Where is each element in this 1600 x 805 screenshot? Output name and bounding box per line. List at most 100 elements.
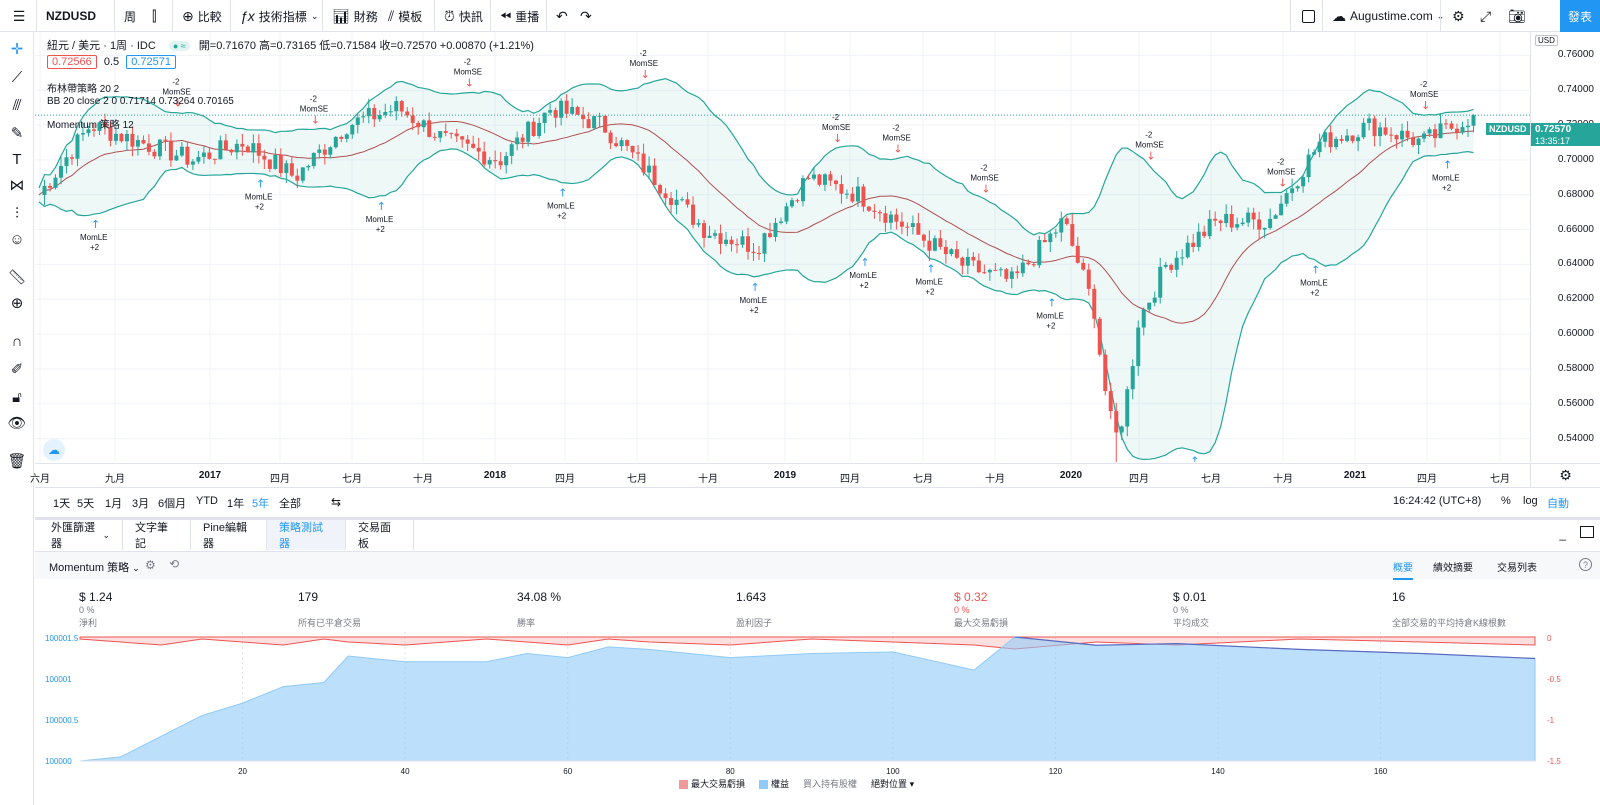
price-chart-canvas[interactable]: ↑MomLE+2-2MomSE↓↑MomLE+2-2MomSE↓↑MomLE+2…: [35, 32, 1530, 462]
legend-equity[interactable]: 權益: [759, 777, 789, 790]
financials-button[interactable]: 📊︎ 財務: [332, 7, 378, 24]
main-chart[interactable]: ↑ MomLE +2 -2 MomSE ↓ ↑ MomLE +2 -2 MomSE ↓ ↑ MomLE +2…: [30, 32, 1600, 487]
candle-body: [1158, 266, 1163, 298]
candle-body: [954, 249, 959, 258]
ask-price[interactable]: 0.72571: [126, 55, 176, 69]
legend-buy-hold[interactable]: 買入持有股權: [803, 779, 858, 789]
candle-body: [1224, 213, 1229, 224]
fullscreen-layout-icon[interactable]: [1296, 0, 1321, 32]
prediction-tool-icon[interactable]: ⫶: [15, 204, 19, 222]
candle-body: [680, 199, 685, 201]
long-entry-arrow: ↑: [926, 263, 935, 276]
pattern-tool-icon[interactable]: ⋈: [9, 177, 25, 194]
layout-name-button[interactable]: ☁︎Augustime.com⌄: [1326, 0, 1450, 32]
publish-button[interactable]: 發表: [1560, 0, 1600, 32]
indicators-button[interactable]: ƒx 技術指標 ⌄: [240, 8, 319, 24]
rewind-icon: ⏪︎: [500, 7, 512, 24]
range-1[interactable]: 5天: [77, 498, 95, 510]
stay-drawing-icon[interactable]: ✐: [10, 361, 24, 378]
strategy-select[interactable]: Momentum 策略 ⌄: [49, 562, 140, 574]
zoom-in-icon[interactable]: ⊕: [10, 295, 24, 312]
legend-drawdown[interactable]: 最大交易虧損: [679, 777, 745, 790]
help-icon[interactable]: ?: [1579, 558, 1592, 571]
range-0[interactable]: 1天: [53, 498, 71, 510]
price-axis[interactable]: USD 0.760000.740000.720000.700000.680000…: [1486, 32, 1600, 462]
chart-settings-gear-icon[interactable]: ⚙︎: [1530, 463, 1600, 487]
alerts-button[interactable]: ⏰︎ 快訊: [444, 7, 483, 24]
interval-button[interactable]: 周: [124, 9, 137, 24]
candle-body: [866, 206, 871, 211]
text-tool-icon[interactable]: T: [12, 150, 22, 168]
clock[interactable]: 16:24:42 (UTC+8): [1393, 495, 1482, 507]
strategy-view-tab-0[interactable]: 概要: [1393, 559, 1413, 580]
candle-body: [113, 133, 118, 141]
bb-strategy-label[interactable]: 布林帶策略 20 2: [47, 84, 120, 95]
range-5[interactable]: YTD: [196, 495, 218, 507]
bottom-tab-2[interactable]: Pine編輯器: [191, 520, 267, 550]
short-entry-qty: -2: [464, 58, 472, 67]
range-2[interactable]: 1月: [105, 498, 123, 510]
strategy-view-tab-1[interactable]: 績效摘要: [1433, 563, 1473, 574]
time-axis[interactable]: 六月 九月 2017 四月 七月 十月 2018 四月 七月 十月 2019 四月 七月 十月 2020 四月…: [30, 463, 1530, 487]
range-4[interactable]: 6個月: [158, 498, 187, 510]
strategy-view-tab-2[interactable]: 交易列表: [1497, 563, 1537, 574]
momentum-strategy-label[interactable]: Momentum 策略 12: [47, 120, 134, 131]
menu-icon[interactable]: ☰: [12, 7, 26, 24]
price-tick-label: 0.76000: [1557, 49, 1594, 61]
candle-body: [1031, 264, 1036, 266]
magnet-icon[interactable]: ∩: [11, 332, 23, 350]
strategy-source-icon[interactable]: ⟲: [169, 557, 180, 571]
abs-position-select[interactable]: 絕對位置 ▾: [871, 779, 915, 789]
candle-body: [586, 119, 591, 129]
range-3[interactable]: 3月: [132, 498, 150, 510]
candle-body: [619, 140, 624, 147]
range-8[interactable]: 全部: [279, 498, 301, 510]
ruler-icon[interactable]: 📏︎: [7, 269, 27, 286]
crosshair-icon[interactable]: ✛: [10, 41, 24, 58]
log-toggle[interactable]: log: [1523, 495, 1538, 507]
templates-button[interactable]: ⫽ 模板: [388, 7, 423, 24]
trend-line-icon[interactable]: ⟋: [11, 68, 23, 86]
symbol-search[interactable]: NZDUSD: [46, 9, 96, 23]
candle-body: [108, 126, 113, 141]
bb-values[interactable]: BB 20 close 2 0 0.71714 0.73264 0.70165: [47, 96, 234, 107]
smiley-icon[interactable]: ☺: [9, 230, 25, 248]
undo-icon[interactable]: ↶: [556, 7, 568, 24]
bid-price[interactable]: 0.72566: [47, 55, 97, 69]
maximize-panel-icon[interactable]: [1580, 526, 1594, 538]
replay-button[interactable]: ⏪︎ 重播: [500, 7, 540, 24]
bottom-tab-4[interactable]: 交易面板: [346, 520, 414, 550]
fullscreen-icon[interactable]: ⤢: [1480, 7, 1492, 24]
settings-gear-icon[interactable]: ⚙︎: [1452, 7, 1465, 24]
redo-icon[interactable]: ↷: [580, 7, 592, 24]
lock-icon[interactable]: 🔓︎: [12, 388, 22, 406]
strategy-settings-icon[interactable]: ⚙︎: [145, 558, 156, 572]
bottom-tab-1[interactable]: 文字筆記: [123, 520, 191, 550]
fib-tool-icon[interactable]: ⫻: [12, 96, 22, 114]
range-7[interactable]: 5年: [252, 498, 270, 510]
fx-icon: ƒx: [240, 8, 255, 24]
short-entry-label: MomSE: [1410, 90, 1438, 99]
percent-toggle[interactable]: %: [1501, 495, 1511, 507]
equity-chart[interactable]: [35, 632, 1600, 772]
bottom-tab-3[interactable]: 策略測試器: [267, 520, 346, 550]
candle-body: [916, 223, 921, 235]
candle-body: [767, 233, 772, 237]
equity-axis-label: 100001.5: [45, 634, 79, 643]
alarm-clock-icon: ⏰︎: [444, 7, 455, 24]
goto-date-icon[interactable]: ⇆: [331, 495, 342, 509]
minimize-panel-icon[interactable]: _: [1559, 527, 1566, 541]
brush-icon[interactable]: ✎: [10, 125, 24, 142]
eye-icon[interactable]: 👁︎: [7, 415, 27, 432]
compare-button[interactable]: ⊕ 比較: [182, 7, 222, 24]
auto-scale-toggle[interactable]: 自動: [1547, 498, 1569, 510]
candle-body: [256, 143, 261, 156]
tradingview-logo-icon[interactable]: ☁︎: [43, 439, 65, 461]
camera-icon[interactable]: 📷︎: [1508, 7, 1526, 24]
currency-label[interactable]: USD: [1535, 35, 1558, 46]
trash-icon[interactable]: 🗑︎: [7, 453, 27, 470]
range-6[interactable]: 1年: [227, 498, 245, 510]
bottom-tab-0[interactable]: 外匯篩選器 ⌄: [39, 520, 123, 550]
candle-body: [608, 132, 613, 144]
chart-type-candles-icon[interactable]: ⫿: [152, 7, 157, 24]
